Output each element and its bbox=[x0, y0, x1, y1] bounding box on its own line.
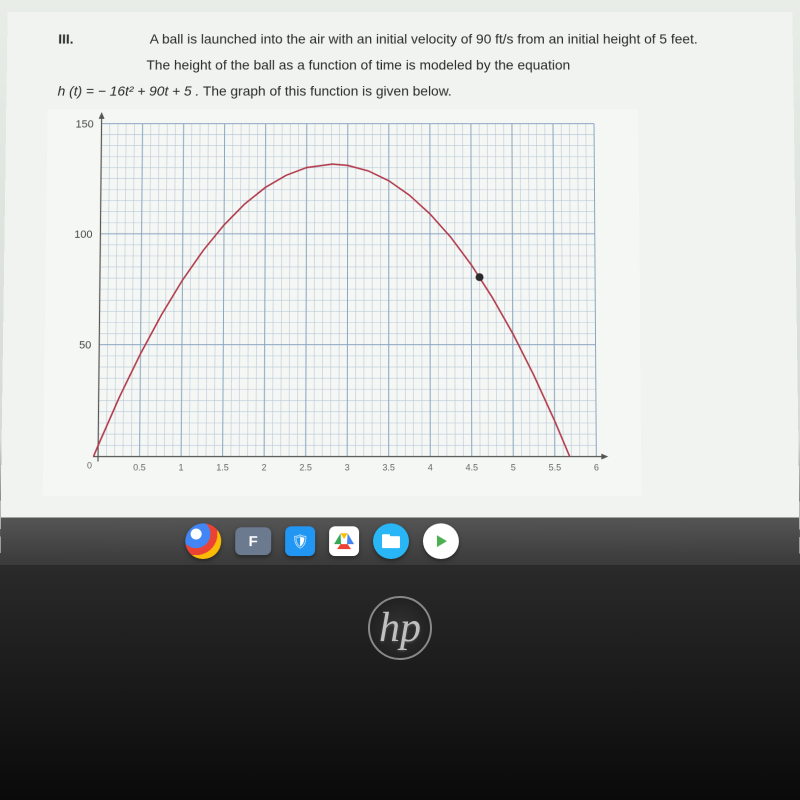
problem-line-1: III. A ball is launched into the air wit… bbox=[58, 29, 781, 49]
svg-text:6: 6 bbox=[594, 462, 599, 472]
svg-text:1: 1 bbox=[178, 462, 183, 472]
laptop-body: hp bbox=[0, 565, 800, 800]
svg-text:1.5: 1.5 bbox=[216, 462, 229, 472]
svg-text:3.5: 3.5 bbox=[382, 462, 395, 472]
equation-line: h (t) = − 16t² + 90t + 5 . The graph of … bbox=[58, 81, 782, 101]
svg-text:4: 4 bbox=[428, 462, 433, 472]
files-icon[interactable] bbox=[373, 523, 409, 559]
eq-prefix: h (t) = bbox=[58, 83, 98, 98]
problem-number: III. bbox=[58, 29, 147, 49]
svg-text:150: 150 bbox=[76, 119, 94, 131]
chrome-icon[interactable] bbox=[185, 523, 221, 559]
problem-line-2: The height of the ball as a function of … bbox=[146, 55, 781, 75]
drive-icon[interactable] bbox=[329, 526, 359, 556]
svg-text:4.5: 4.5 bbox=[466, 462, 479, 472]
parabola-chart: 50 100 150 0.5 1 1.5 2 2.5 3 3.5 4 4.5 5 5.5 6 0 bbox=[43, 109, 622, 491]
svg-text:2.5: 2.5 bbox=[299, 462, 312, 472]
eq-suffix: The graph of this function is given belo… bbox=[199, 83, 451, 98]
svg-text:0.5: 0.5 bbox=[133, 462, 146, 472]
chart-container: 50 100 150 0.5 1 1.5 2 2.5 3 3.5 4 4.5 5 5.5 6 0 bbox=[43, 109, 642, 496]
shield-icon[interactable]: 🛡 bbox=[285, 526, 315, 556]
svg-text:2: 2 bbox=[262, 462, 267, 472]
eq-body: − 16t² + 90t + 5 . bbox=[98, 83, 200, 98]
svg-text:100: 100 bbox=[74, 229, 92, 241]
problem-text-1: A ball is launched into the air with an … bbox=[150, 31, 698, 46]
screen-area: III. A ball is launched into the air wit… bbox=[0, 12, 800, 555]
svg-text:3: 3 bbox=[345, 462, 350, 472]
play-icon[interactable] bbox=[423, 523, 459, 559]
svg-text:5.5: 5.5 bbox=[549, 462, 562, 472]
hp-logo: hp bbox=[368, 596, 432, 660]
svg-text:50: 50 bbox=[79, 340, 91, 352]
svg-text:5: 5 bbox=[511, 462, 516, 472]
taskbar: F 🛡 bbox=[0, 517, 800, 565]
svg-text:0: 0 bbox=[87, 460, 92, 470]
f-app-icon[interactable]: F bbox=[235, 527, 271, 555]
